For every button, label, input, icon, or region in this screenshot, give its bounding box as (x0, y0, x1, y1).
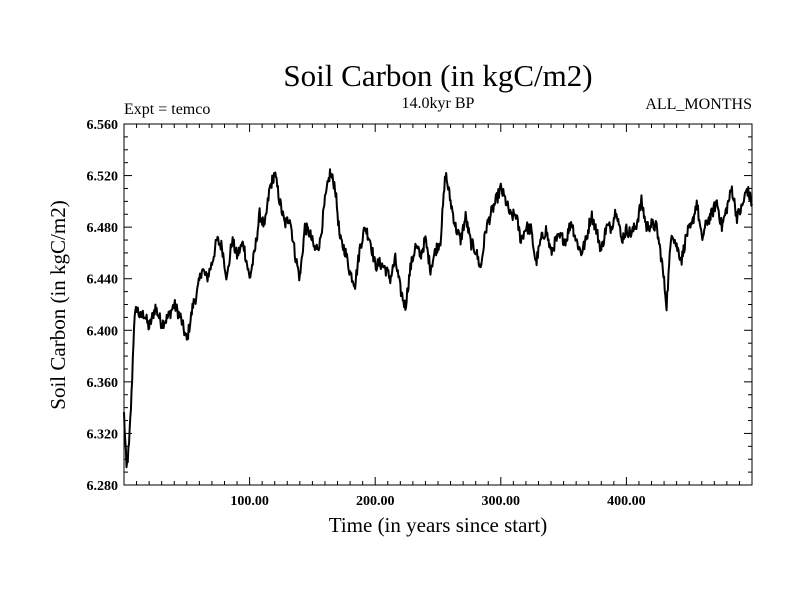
series-line-soil-carbon (123, 168, 753, 469)
chart-title: Soil Carbon (in kgC/m2) (283, 58, 592, 93)
y-tick-label: 6.280 (87, 479, 119, 494)
chart-subtitle: 14.0kyr BP (402, 95, 475, 112)
x-tick-label: 100.00 (230, 494, 269, 509)
x-axis-tick-labels: 100.00 200.00 300.00 400.00 (230, 494, 645, 509)
x-axis-ticks (136, 124, 740, 485)
y-tick-label: 6.480 (87, 221, 119, 236)
y-axis-ticks (124, 123, 752, 486)
x-axis-label: Time (in years since start) (329, 513, 548, 537)
y-tick-label: 6.560 (87, 118, 119, 133)
x-tick-label: 400.00 (607, 494, 646, 509)
x-tick-label: 300.00 (482, 494, 521, 509)
plot-frame (123, 123, 753, 486)
y-axis-label: Soil Carbon (in kgC/m2) (46, 200, 70, 409)
y-tick-label: 6.440 (87, 273, 119, 288)
y-tick-label: 6.360 (87, 376, 119, 391)
y-tick-label: 6.320 (87, 427, 119, 442)
y-tick-label: 6.520 (87, 170, 119, 185)
period-label: ALL_MONTHS (645, 96, 752, 113)
x-tick-label: 200.00 (356, 494, 395, 509)
experiment-label: Expt = temco (124, 101, 210, 118)
y-axis-tick-labels: 6.280 6.320 6.360 6.400 6.440 6.480 6.520 6.560 (87, 118, 119, 494)
y-tick-label: 6.400 (87, 324, 119, 339)
